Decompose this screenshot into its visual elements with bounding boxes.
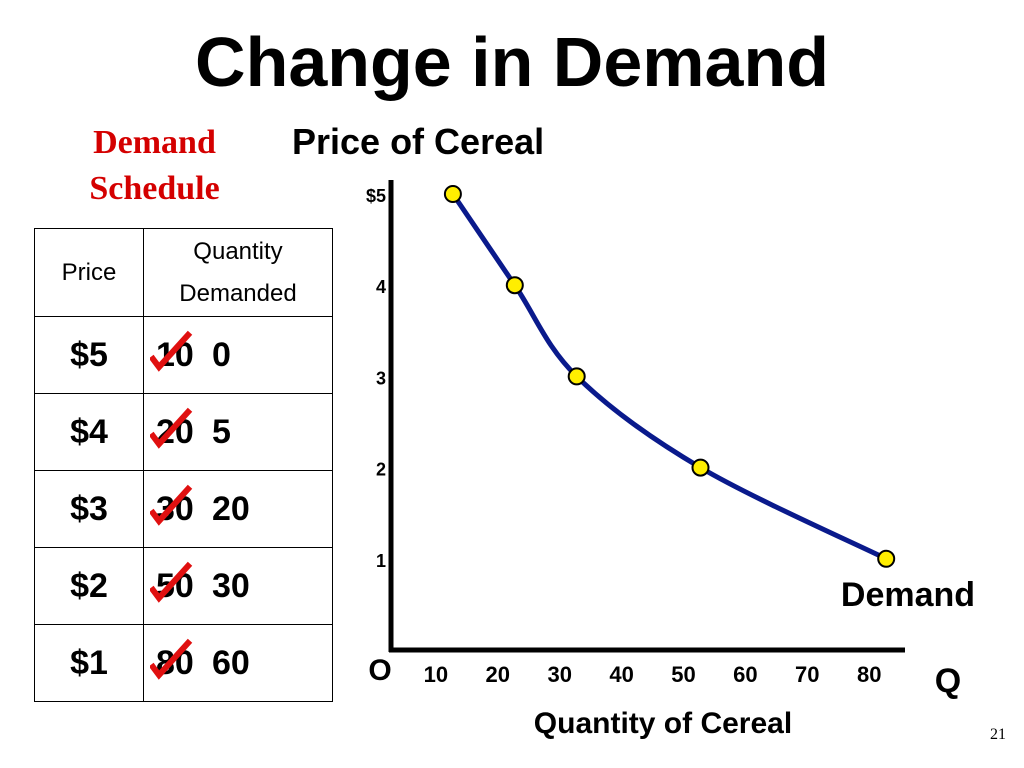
x-tick-label: 70 [795, 662, 819, 687]
check-mark-icon [150, 638, 193, 680]
x-tick-label: 10 [424, 662, 448, 687]
y-tick-label: 2 [376, 460, 386, 480]
demand-schedule-table: Price Quantity Demanded $5 10 0 $4 20 5 $3 30 20… [34, 228, 333, 702]
table-row: $3 30 20 [34, 470, 333, 548]
x-tick-label: 80 [857, 662, 881, 687]
check-mark-icon [150, 407, 193, 449]
new-quantity: 30 [212, 567, 250, 605]
table-row: $4 20 5 [34, 393, 333, 471]
price-cell: $3 [34, 470, 144, 548]
price-cell: $4 [34, 393, 144, 471]
quantity-cell: 50 30 [143, 547, 333, 625]
y-tick-label: 4 [376, 277, 386, 297]
x-tick-label: 30 [547, 662, 571, 687]
series-label-demand: Demand [841, 576, 975, 614]
data-point [567, 367, 586, 386]
data-point [691, 458, 710, 477]
quantity-header-line1: Quantity [193, 237, 283, 265]
data-point [877, 549, 896, 568]
new-quantity: 0 [212, 336, 231, 374]
x-tick-label: 40 [609, 662, 633, 687]
quantity-header-line2: Demanded [179, 279, 297, 307]
x-tick-label: 20 [486, 662, 510, 687]
schedule-label-line2: Schedule [89, 170, 220, 207]
quantity-cell: 80 60 [143, 624, 333, 702]
y-tick-label: 3 [376, 368, 386, 388]
x-tick-label: 50 [671, 662, 695, 687]
demand-curve-line [450, 192, 888, 562]
new-quantity: 5 [212, 413, 231, 451]
y-tick-label: $5 [366, 186, 386, 206]
check-mark-icon [150, 484, 193, 526]
quantity-header: Quantity Demanded [143, 228, 333, 317]
x-axis-title: Quantity of Cereal [534, 707, 792, 740]
x-tick-label: 60 [733, 662, 757, 687]
schedule-label-line1: Demand [93, 124, 216, 161]
quantity-cell: 20 5 [143, 393, 333, 471]
table-row: $2 50 30 [34, 547, 333, 625]
table-header-row: Price Quantity Demanded [34, 228, 333, 317]
origin-label: O [368, 654, 391, 687]
check-mark-icon [150, 561, 193, 603]
y-axis-title: Price of Cereal [292, 121, 545, 162]
new-quantity: 60 [212, 644, 250, 682]
price-cell: $1 [34, 624, 144, 702]
check-mark-icon [150, 330, 193, 372]
demand-schedule-label: Demand Schedule [52, 120, 257, 212]
slide-title: Change in Demand [195, 23, 829, 101]
table-row: $1 80 60 [34, 624, 333, 702]
y-tick-label: 1 [376, 551, 386, 571]
new-quantity: 20 [212, 490, 250, 528]
page-number: 21 [990, 726, 1006, 743]
data-point [443, 185, 462, 203]
data-point [505, 276, 524, 295]
x-axis-letter: Q [935, 662, 961, 700]
